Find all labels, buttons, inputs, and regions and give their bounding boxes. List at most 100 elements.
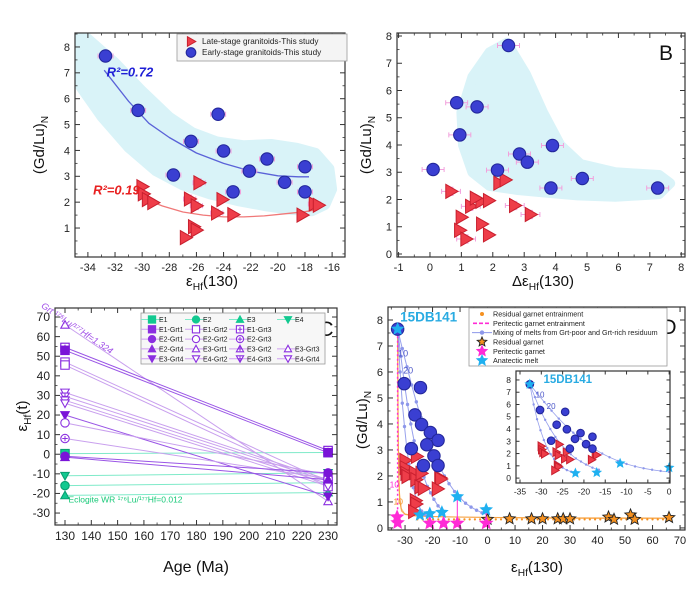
data-point	[312, 197, 327, 214]
data-point	[59, 399, 71, 409]
y-tick-label: 4	[64, 145, 70, 157]
x-tick-label: 130	[55, 529, 75, 543]
curve-dot	[436, 504, 440, 508]
xlabel: Age (Ma)	[163, 559, 229, 576]
data-point	[524, 206, 539, 223]
data-point	[450, 489, 465, 503]
dot	[515, 518, 518, 521]
legend-label: E3-Grt2	[247, 347, 272, 354]
dot	[646, 518, 649, 521]
data-point	[588, 444, 597, 454]
data-point	[390, 321, 405, 335]
x-tick-label: 140	[81, 529, 101, 543]
legend-label: E3-Grt1	[203, 347, 228, 354]
x-tick-label: -15	[599, 487, 612, 497]
data-point	[277, 175, 292, 189]
data-point	[524, 511, 539, 525]
curve-dot	[650, 468, 654, 471]
x-tick-label: 0	[667, 487, 672, 497]
y-tick-label: 7	[377, 341, 383, 353]
legend-marker	[191, 334, 201, 344]
x-tick-label: 210	[265, 529, 285, 543]
y-tick-label: 4	[506, 424, 511, 434]
data-point	[470, 100, 484, 114]
y-tick-label: 60	[37, 330, 51, 344]
evolution-line	[64, 414, 329, 497]
y-tick-label: 3	[506, 436, 511, 446]
y-tick-label: 40	[37, 369, 51, 383]
y-tick-label: 2	[386, 194, 392, 206]
x-tick-label: 4	[553, 262, 559, 274]
legend-marker	[476, 335, 488, 347]
dot	[473, 518, 476, 521]
curve-dot	[554, 435, 557, 439]
legend-marker	[283, 355, 293, 364]
data-point	[591, 466, 603, 478]
curve-dot	[414, 400, 419, 404]
data-point	[59, 411, 71, 421]
y-tick-label: 30	[37, 389, 51, 403]
dot	[536, 518, 539, 521]
data-point	[211, 107, 225, 121]
evolution-line	[64, 491, 329, 496]
curve-dot	[549, 427, 552, 431]
data-point	[183, 191, 198, 207]
x-tick-label: -1	[394, 262, 404, 274]
x-tick-label: 5	[584, 262, 590, 274]
data-point	[211, 205, 225, 221]
y-tick-label: 2	[506, 449, 511, 459]
curve-dot	[549, 452, 552, 456]
x-tick-label: 2	[490, 262, 496, 274]
x-tick-label: -20	[578, 487, 591, 497]
data-point	[401, 468, 416, 485]
legend-marker	[147, 334, 157, 344]
legend-marker	[475, 353, 489, 366]
y-tick-label: 0	[43, 447, 50, 461]
legend-marker	[185, 47, 197, 58]
data-point	[166, 168, 181, 182]
curve-dot	[409, 422, 413, 426]
legend-marker	[147, 344, 157, 353]
y-tick-label: 1	[386, 222, 392, 234]
x-tick-label: -20	[425, 535, 441, 547]
evolution-line	[64, 438, 329, 480]
data-point	[535, 511, 550, 525]
legend-label: E1-Grt2	[203, 327, 228, 334]
data-point	[520, 155, 535, 169]
x-tick-label: 150	[108, 529, 128, 543]
curve-dot	[432, 497, 436, 502]
data-point	[59, 451, 71, 462]
y-tick-label: 8	[377, 315, 383, 327]
legend-marker	[283, 316, 293, 325]
y-tick-label: 0	[377, 523, 383, 535]
y-tick-label: 5	[506, 412, 511, 422]
x-tick-label: -10	[452, 535, 468, 547]
curve-dot	[405, 402, 410, 407]
panel-A-points	[97, 49, 327, 246]
evolution-line	[64, 392, 329, 481]
legend-label: E2-Grt4	[159, 347, 184, 354]
data-point	[404, 441, 419, 456]
marker-cross	[237, 356, 243, 362]
legend-label: Peritectic garnet entrainment	[493, 319, 585, 328]
data-point	[227, 206, 242, 223]
y-tick-label: 5	[64, 119, 70, 131]
data-point	[436, 515, 451, 530]
legend-box	[176, 33, 348, 62]
data-point	[501, 38, 516, 53]
data-point	[562, 424, 572, 434]
data-point	[435, 471, 449, 487]
data-point	[408, 503, 422, 520]
x-tick-label: -32	[107, 262, 123, 274]
y-tick-label: 7	[506, 387, 511, 397]
curve-dot	[412, 439, 416, 443]
x-tick-label: -16	[324, 262, 340, 274]
y-tick-label: -20	[33, 487, 51, 501]
y-tick-label: 6	[377, 367, 383, 379]
x-tick-label: 200	[239, 529, 259, 543]
label: R²=0.19	[93, 182, 140, 197]
data-point	[479, 502, 494, 516]
data-point	[554, 450, 564, 461]
x-tick-label: 6	[615, 262, 621, 274]
data-point	[524, 378, 536, 389]
